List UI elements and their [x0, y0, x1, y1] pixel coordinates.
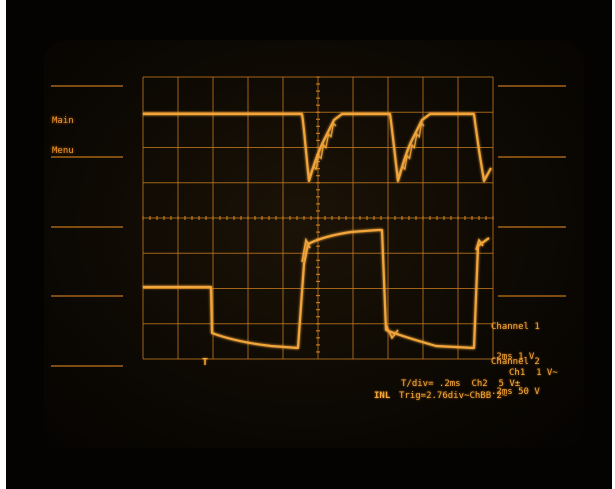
channel2-readout: Channel 2 .2ms 50 V [491, 337, 540, 417]
oscilloscope-photo: T Main Menu Channel 1 .2ms 1 V Channel 2… [6, 0, 612, 489]
timebase-status: T/div= .2ms Ch2 5 V± [401, 379, 521, 389]
menu-label-line1: Main [52, 116, 74, 126]
channel2-trace-spikes [301, 237, 484, 340]
channel1-scale: .2ms 1 V [491, 352, 535, 362]
channel1-trace-noise [310, 121, 425, 177]
trigger-marker-icon: T [202, 357, 209, 368]
channel1-title: Channel 1 [491, 322, 540, 332]
channel2-scale: .2ms 50 V [491, 387, 540, 397]
graticule [142, 76, 494, 360]
channel2-title: Channel 2 [491, 357, 540, 367]
softkey-markers [51, 85, 566, 367]
main-menu-softkey[interactable]: Main Menu [52, 96, 74, 176]
mode-indicator: INL [374, 391, 391, 401]
ch1-status: Ch1 1 V~ [509, 368, 558, 378]
channel1-trace [143, 112, 492, 183]
channel2-trace [143, 228, 490, 350]
menu-label-line2: Menu [52, 146, 74, 156]
channel1-readout: Channel 1 .2ms 1 V [491, 302, 540, 382]
trigger-status: Trig=2.76div~ChBB 2~ [399, 391, 508, 401]
scope-display [51, 76, 566, 367]
crt-screen [44, 40, 584, 448]
